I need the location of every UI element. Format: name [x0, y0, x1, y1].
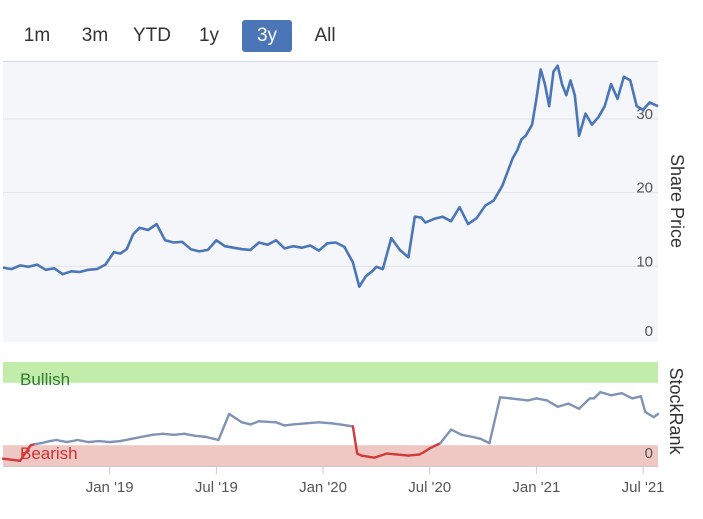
rank-series-segment	[592, 390, 602, 400]
rank-series-segment	[373, 452, 389, 459]
rank-series-segment	[471, 435, 483, 441]
price-plot-area	[3, 62, 658, 342]
rank-series-segment	[545, 399, 559, 408]
rank-series-segment	[631, 395, 643, 400]
rank-series-segment	[1, 457, 22, 462]
bearish-band	[3, 445, 658, 466]
rank-series-segment	[119, 437, 133, 443]
rank-series-segment	[360, 454, 376, 459]
rank-series-segment	[108, 439, 122, 444]
x-tick-label: Jul '21	[622, 479, 665, 496]
rank-series-segment	[643, 410, 655, 419]
rank-series-segment	[65, 438, 79, 444]
bullish-band	[3, 362, 658, 383]
range-selector: 1m 3m YTD 1y 3y All	[0, 18, 380, 54]
rank-series-segment	[18, 444, 32, 462]
rank-series-segment	[498, 396, 512, 400]
rank-series-segment	[567, 402, 581, 410]
price-axis-title: Share Price	[667, 154, 687, 248]
rank-series-segment	[87, 439, 101, 444]
x-tick-label: Jul '19	[195, 479, 238, 496]
rank-axis-title: StockRank	[666, 367, 686, 455]
rank-series-segment	[291, 422, 308, 426]
price-ytick-label: 30	[636, 106, 653, 123]
rank-series-segment	[577, 397, 591, 410]
rank-series-segment	[317, 421, 333, 425]
rank-series-segment	[274, 421, 286, 427]
rank-series-segment	[652, 412, 660, 419]
rank-series-segment	[620, 392, 634, 400]
rank-series-segment	[151, 432, 165, 436]
rank-series-segment	[518, 398, 530, 402]
rank-series-segment	[385, 452, 399, 456]
rank-series-segment	[599, 390, 613, 397]
rank-series-segment	[526, 397, 538, 402]
x-tick-label: Jan '20	[299, 479, 347, 496]
rank-series-segment	[140, 433, 154, 439]
range-1m-button[interactable]: 1m	[23, 25, 51, 46]
rank-series-segment	[407, 453, 421, 457]
price-ytick-label: 0	[645, 323, 653, 340]
rank-series-segment	[257, 420, 278, 424]
rank-series-segment	[428, 441, 442, 450]
rank-series-segment	[449, 428, 463, 436]
range-3m-button[interactable]: 3m	[81, 25, 109, 46]
rank-series-segment	[338, 423, 355, 428]
rank-series-segment	[172, 432, 186, 436]
rank-series-segment	[204, 435, 216, 441]
x-tick-label: Jan '19	[86, 479, 134, 496]
rank-series-segment	[351, 425, 359, 455]
rank-series-segment	[249, 420, 261, 426]
rank-series-segment	[609, 392, 623, 397]
rank-series-segment	[639, 395, 647, 414]
rank-series-segment	[535, 397, 549, 402]
rank-series-segment	[55, 438, 69, 444]
rank-series-segment	[217, 412, 231, 442]
rank-series-segment	[439, 428, 453, 445]
rank-series-segment	[97, 439, 111, 444]
rank-series-segment	[283, 423, 295, 427]
range-3y-button[interactable]: 3y	[242, 20, 292, 52]
range-all-button[interactable]: All	[314, 25, 336, 46]
price-series-line	[2, 64, 659, 288]
bearish-label: Bearish	[20, 444, 78, 463]
x-tick-label: Jul '20	[408, 479, 451, 496]
rank-series-segment	[304, 421, 320, 425]
rank-series-segment	[460, 433, 474, 439]
price-ytick-label: 20	[636, 180, 653, 197]
rank-series-segment	[509, 397, 521, 401]
rank-series-segment	[227, 412, 244, 424]
rank-series-segment	[193, 434, 207, 439]
x-tick-label: Jan '21	[512, 479, 560, 496]
rank-series-segment	[183, 432, 197, 438]
rank-series-segment	[396, 453, 410, 457]
rank-series-segment	[422, 447, 431, 454]
rank-series-segment	[40, 439, 52, 445]
rank-series-segment	[129, 435, 143, 441]
bullish-label: Bullish	[20, 370, 70, 389]
rank-series-segment	[488, 396, 502, 445]
price-ytick-label: 10	[636, 253, 653, 270]
range-1y-button[interactable]: 1y	[198, 25, 220, 46]
rank-series-segment	[161, 432, 175, 436]
rank-series-segment	[76, 438, 90, 444]
range-ytd-button[interactable]: YTD	[133, 25, 171, 46]
rank-series-segment	[330, 422, 342, 426]
rank-ytick-label: 0	[645, 445, 653, 462]
rank-series-segment	[240, 421, 252, 426]
rank-series-segment	[556, 402, 570, 408]
